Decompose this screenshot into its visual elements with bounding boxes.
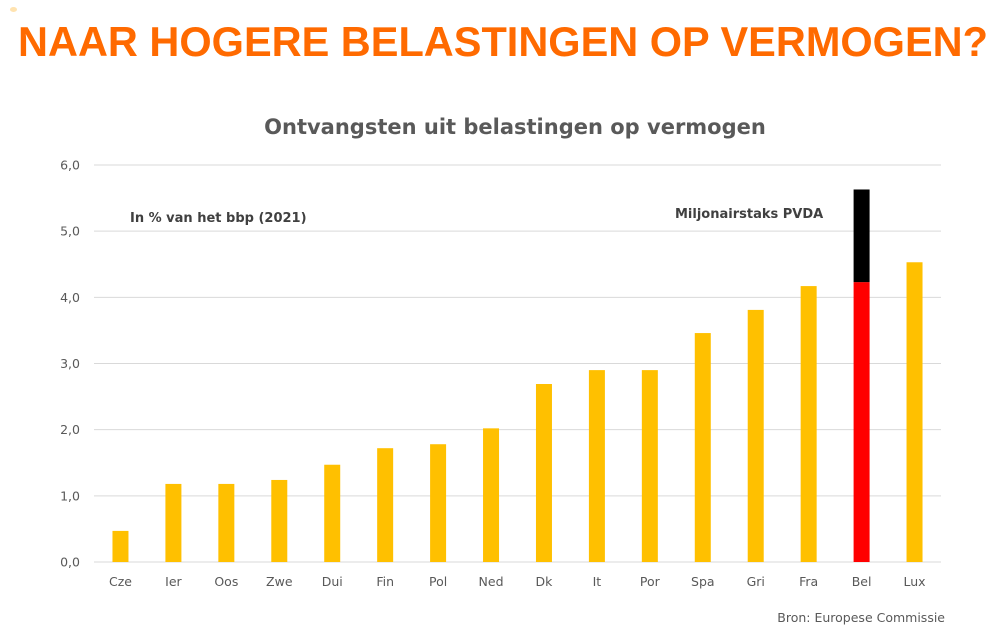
y-tick-label: 6,0: [60, 158, 80, 173]
source-note: Bron: Europese Commissie: [777, 610, 945, 625]
chart-title: Ontvangsten uit belastingen op vermogen: [264, 115, 766, 139]
bar-spa: [694, 333, 711, 562]
x-tick-label: Fin: [376, 574, 394, 589]
bar-bel: [853, 282, 870, 562]
x-tick-label: Cze: [109, 574, 132, 589]
x-tick-label: Pol: [429, 574, 447, 589]
y-tick-label: 3,0: [60, 356, 80, 371]
x-tick-label: Zwe: [266, 574, 293, 589]
x-tick-label: It: [593, 574, 602, 589]
bar-gri: [747, 309, 764, 562]
annotation-millionaire-tax: Miljonairstaks PVDA: [675, 207, 823, 222]
bar-fin: [377, 448, 394, 562]
bar-cze: [112, 530, 129, 562]
x-tick-label: Bel: [852, 574, 872, 589]
x-tick-label: Oos: [214, 574, 238, 589]
bar-por: [641, 370, 658, 562]
gridlines: [94, 164, 941, 563]
bar-dui: [324, 464, 341, 562]
x-tick-label: Ned: [479, 574, 504, 589]
bar-oos: [218, 483, 235, 562]
bar-ier: [165, 483, 182, 562]
x-tick-label: Lux: [903, 574, 925, 589]
decorative-dot: [10, 7, 17, 12]
x-tick-label: Gri: [747, 574, 765, 589]
x-tick-label: Dk: [536, 574, 554, 589]
bar-zwe: [271, 479, 288, 562]
bar-pol: [430, 444, 447, 562]
x-tick-label: Spa: [691, 574, 715, 589]
slide-headline: NAAR HOGERE BELASTINGEN OP VERMOGEN?: [18, 18, 988, 65]
y-tick-label: 2,0: [60, 422, 80, 437]
x-tick-label: Dui: [322, 574, 343, 589]
y-axis-ticks: 0,0 1,0 2,0 3,0 4,0 5,0 6,0: [60, 158, 80, 570]
bar-it: [588, 370, 605, 562]
bars: [112, 189, 923, 562]
x-tick-label: Fra: [799, 574, 818, 589]
x-tick-label: Por: [640, 574, 661, 589]
bar-ned: [483, 428, 500, 562]
y-tick-label: 5,0: [60, 224, 80, 239]
bar-fra: [800, 286, 817, 562]
y-tick-label: 1,0: [60, 488, 80, 503]
bar-dk: [535, 384, 552, 562]
bar-lux: [906, 262, 923, 562]
x-axis-ticks: Cze Ier Oos Zwe Dui Fin Pol Ned Dk It Por Spa Gri Fra…: [109, 574, 926, 589]
chart-subtitle: In % van het bbp (2021): [130, 211, 307, 226]
bar-bel-millionaire-tax: [853, 189, 870, 283]
x-tick-label: Ier: [165, 574, 182, 589]
y-tick-label: 0,0: [60, 555, 80, 570]
y-tick-label: 4,0: [60, 290, 80, 305]
